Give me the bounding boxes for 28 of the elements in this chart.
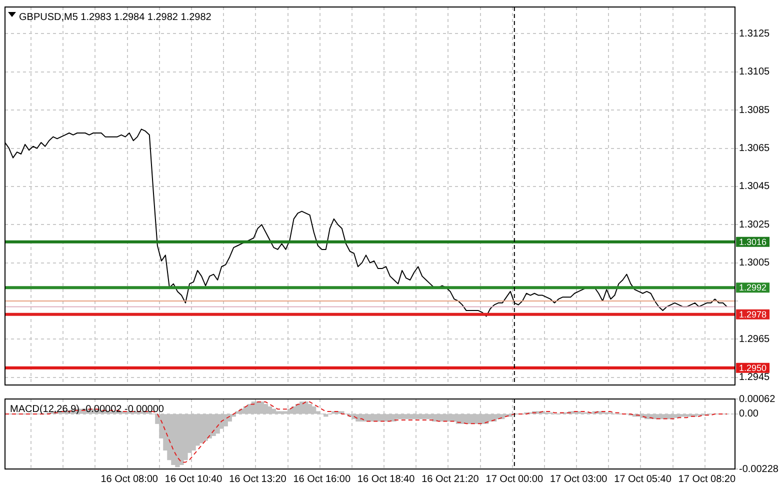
x-tick-label: 17 Oct 00:00 — [486, 474, 544, 485]
x-tick-label: 17 Oct 03:00 — [550, 474, 608, 485]
x-tick-label: 16 Oct 08:00 — [100, 474, 158, 485]
ref-line-label: 1.2950 — [739, 362, 767, 373]
y-tick-label: 1.3045 — [739, 181, 770, 192]
ref-line-label: 1.3016 — [739, 236, 767, 247]
text: MACD(12,26,9) -0.00002 -0.00000 — [10, 404, 164, 415]
x-tick-label: 16 Oct 13:20 — [229, 474, 287, 485]
ref-line-label: 1.2978 — [739, 309, 767, 320]
y-tick-label: 0.00 — [739, 408, 759, 420]
x-tick-label: 17 Oct 05:40 — [614, 474, 672, 485]
y-tick-label: 1.3065 — [739, 143, 770, 154]
y-tick-label: 1.3025 — [739, 219, 770, 230]
ref-line-label: 1.2992 — [739, 282, 767, 293]
x-tick-label: 16 Oct 21:20 — [422, 474, 480, 485]
x-tick-label: 16 Oct 10:40 — [164, 474, 223, 485]
y-tick-label: 1.2965 — [739, 334, 770, 345]
text: GBPUSD,M5 1.2983 1.2984 1.2982 1.2982 — [19, 12, 212, 23]
y-tick-label: 1.3125 — [739, 28, 770, 40]
x-tick-label: 17 Oct 08:20 — [678, 474, 736, 485]
y-tick-label: 0.00062 — [739, 394, 776, 405]
x-tick-label: 16 Oct 18:40 — [357, 474, 416, 485]
x-tick-label: 16 Oct 16:00 — [293, 474, 351, 485]
y-tick-label: 1.3105 — [739, 66, 770, 78]
y-tick-label: -0.00228 — [739, 464, 779, 475]
y-tick-label: 1.2945 — [739, 372, 770, 384]
y-tick-label: 1.3085 — [739, 104, 770, 116]
y-tick-label: 1.3005 — [739, 258, 770, 269]
